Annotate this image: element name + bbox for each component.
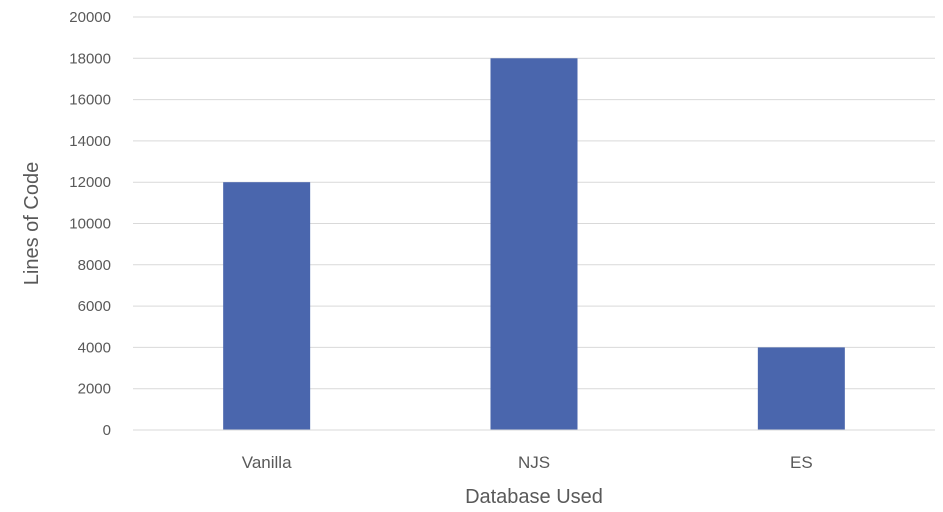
x-axis-title: Database Used [465, 486, 603, 508]
bar-es [757, 347, 845, 430]
bar-vanilla [223, 182, 311, 430]
x-tick-label: NJS [518, 453, 550, 472]
y-axis-title: Lines of Code [21, 162, 43, 285]
bar-njs [490, 58, 578, 431]
y-tick-label: 14000 [69, 133, 111, 150]
y-tick-label: 8000 [78, 257, 111, 274]
y-axis-ticks: 0 2000 4000 6000 8000 10000 12000 14000 16000 180… [69, 9, 111, 439]
y-tick-label: 16000 [69, 92, 111, 109]
y-tick-label: 10000 [69, 216, 111, 233]
x-axis-ticks: Vanilla NJS ES [242, 453, 813, 472]
y-tick-label: 20000 [69, 9, 111, 26]
bars [223, 58, 845, 431]
y-tick-label: 4000 [78, 339, 111, 356]
x-tick-label: ES [790, 453, 813, 472]
y-tick-label: 6000 [78, 298, 111, 315]
y-tick-label: 2000 [78, 381, 111, 398]
x-tick-label: Vanilla [242, 453, 292, 472]
y-tick-label: 0 [103, 422, 111, 439]
y-tick-label: 12000 [69, 174, 111, 191]
y-tick-label: 18000 [69, 50, 111, 67]
